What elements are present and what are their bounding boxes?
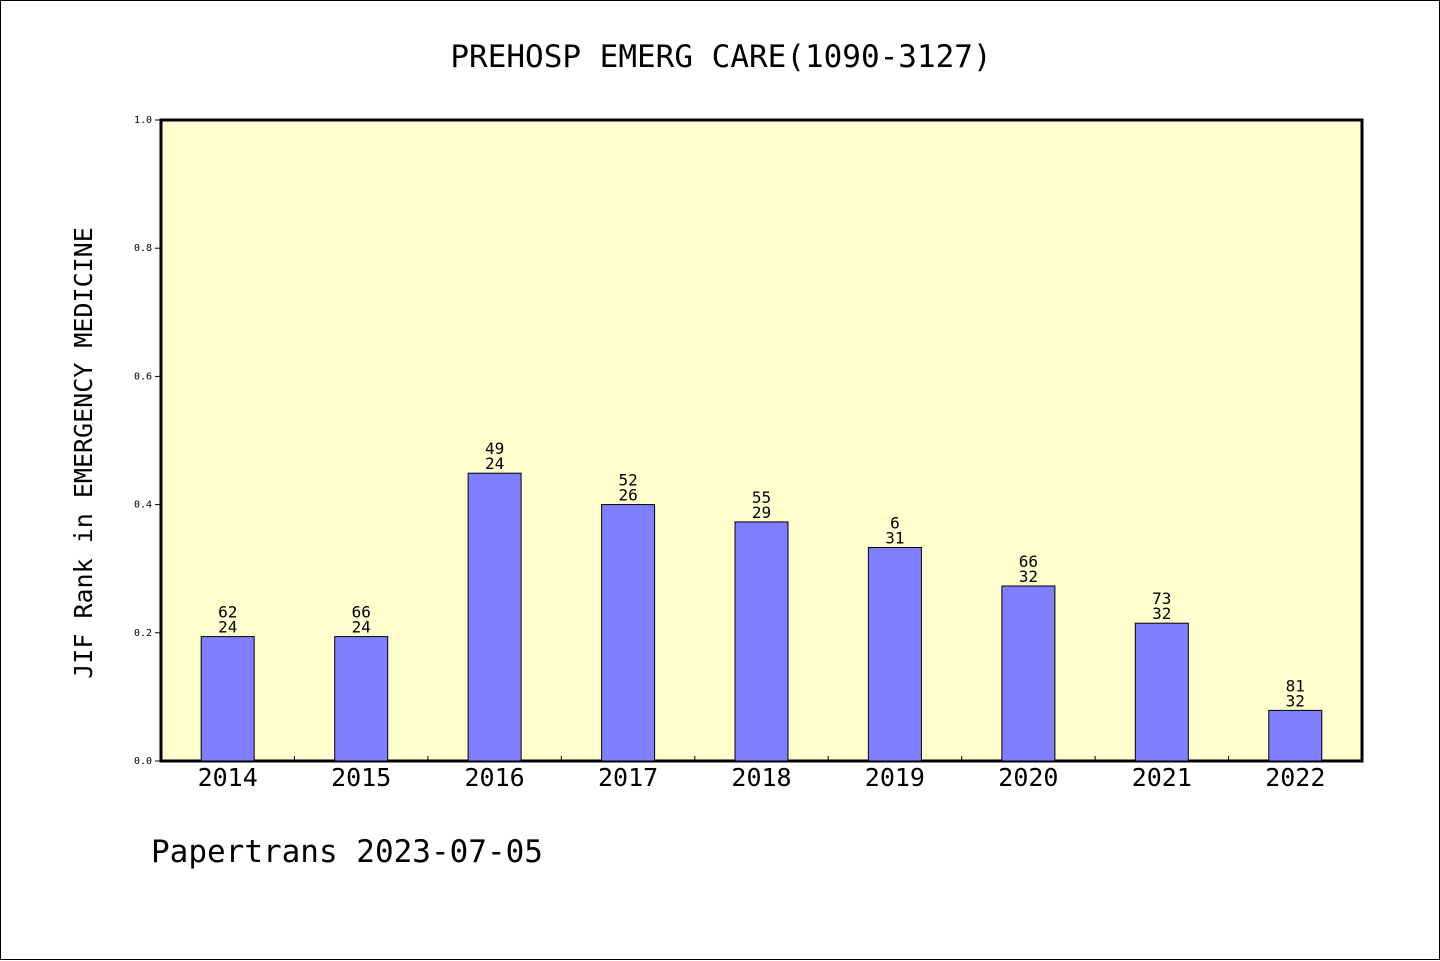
labels-layer: 6224201466242015492420165226201755292018…	[134, 115, 1325, 792]
chart-title: PREHOSP EMERG CARE(1090-3127)	[450, 39, 991, 75]
bar-label-top-2017: 52	[618, 471, 637, 490]
bar-2020	[1001, 585, 1056, 762]
bar-label-bottom-2021: 32	[1152, 604, 1171, 623]
x-tick-label-2017: 2017	[598, 763, 658, 792]
x-tick-label-2020: 2020	[998, 763, 1058, 792]
bar-2014	[200, 636, 255, 762]
bars-layer	[200, 472, 1323, 762]
bar-label-top-2014: 62	[218, 603, 237, 622]
bar-label-top-2021: 73	[1152, 589, 1171, 608]
bar-label-bottom-2020: 32	[1019, 567, 1038, 586]
bar-label-top-2020: 66	[1019, 552, 1038, 571]
x-tick-label-2022: 2022	[1265, 763, 1325, 792]
bar-2022	[1268, 709, 1323, 762]
bar-2019	[867, 547, 922, 762]
x-tick-label-2018: 2018	[731, 763, 791, 792]
bar-label-top-2018: 55	[752, 488, 771, 507]
y-axis-label: JIF Rank in EMERGENCY MEDICINE	[69, 227, 98, 679]
bar-label-top-2015: 66	[352, 603, 371, 622]
x-tick-label-2015: 2015	[331, 763, 391, 792]
bar-label-bottom-2019: 31	[885, 529, 904, 548]
bar-2018	[734, 521, 789, 762]
y-tick-label-0.4: 0.4	[134, 500, 152, 511]
bar-label-bottom-2015: 24	[352, 618, 371, 637]
bar-label-top-2022: 81	[1286, 676, 1305, 695]
y-tick-label-1.0: 1.0	[134, 115, 152, 126]
x-tick-label-2016: 2016	[464, 763, 524, 792]
footer-credit: Papertrans 2023-07-05	[151, 834, 543, 870]
y-tick-label-0.2: 0.2	[134, 628, 152, 639]
y-tick-label-0.6: 0.6	[134, 371, 152, 382]
x-tick-label-2014: 2014	[198, 763, 258, 792]
y-tick-label-0.0: 0.0	[134, 756, 152, 767]
bar-2016	[467, 472, 522, 762]
bar-label-bottom-2016: 24	[485, 454, 504, 473]
bar-label-top-2016: 49	[485, 439, 504, 458]
bar-label-bottom-2022: 32	[1286, 691, 1305, 710]
bar-label-bottom-2017: 26	[618, 486, 637, 505]
axes-layer	[155, 119, 1230, 762]
x-tick-label-2021: 2021	[1132, 763, 1192, 792]
bar-label-bottom-2018: 29	[752, 503, 771, 522]
bar-label-top-2019: 6	[890, 514, 900, 533]
x-tick-label-2019: 2019	[865, 763, 925, 792]
bar-2021	[1134, 622, 1189, 762]
y-tick-label-0.8: 0.8	[134, 243, 152, 254]
bar-2015	[334, 636, 389, 762]
bar-label-bottom-2014: 24	[218, 618, 237, 637]
bar-2017	[601, 504, 656, 762]
